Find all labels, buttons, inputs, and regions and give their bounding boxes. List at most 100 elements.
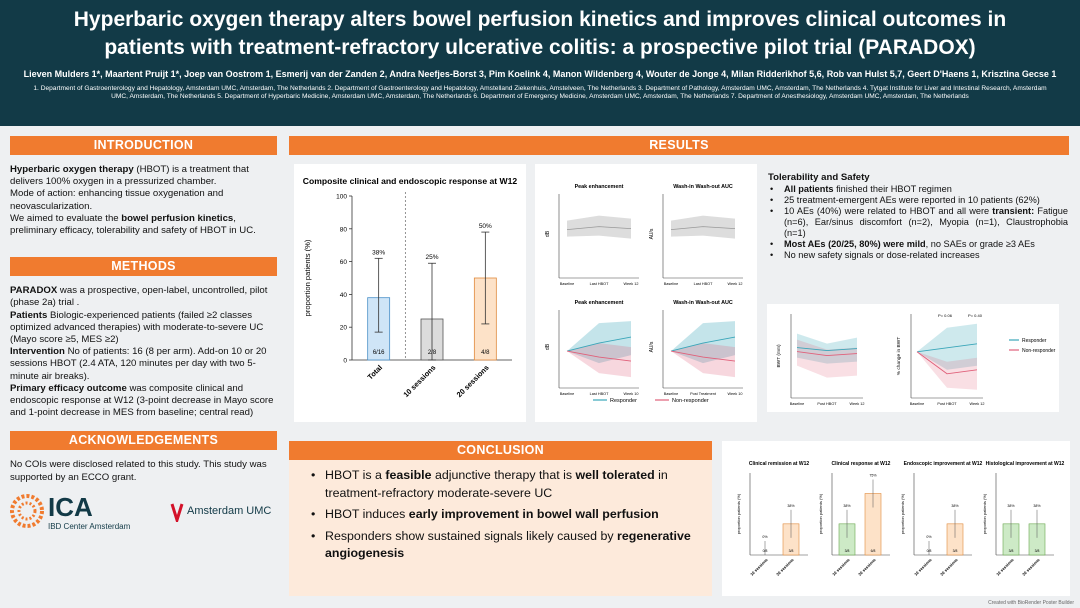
y-tick-label: 100: [336, 194, 347, 201]
secondary-outcomes-bar-charts: Clinical remission at W12 proportion pati…: [736, 461, 1065, 577]
x-tick-label: 10 sessions: [995, 557, 1015, 577]
x-tick-label: 20 sessions: [939, 557, 959, 577]
chart-title: Composite clinical and endoscopic respon…: [303, 176, 518, 186]
value-label: 38%: [372, 249, 385, 256]
tolerability-block: Tolerability and Safety All patients fin…: [768, 172, 1068, 261]
title-line-1: Hyperbaric oxygen therapy alters bowel p…: [73, 8, 1007, 31]
concl-3a: Responders show sustained signals likely…: [325, 528, 618, 543]
count-label: 6/16: [373, 350, 385, 356]
nonresponder-band: [917, 351, 977, 390]
panel-title: Clinical response at W12: [832, 461, 891, 467]
tol-item-4-bold: Most AEs (20/25, 80%) were mild: [784, 239, 926, 249]
x-tick-label: 20 sessions: [775, 557, 795, 577]
methods-bold-paradox: PARADOX: [10, 285, 58, 297]
tol-item-3-detail: Fatigue (n=6), Ear/sinus discomfort (n=2…: [784, 206, 1068, 238]
methods-bold-outcome: Primary efficacy outcome: [10, 382, 127, 394]
panel-y-label: proportion patients (%): [736, 493, 741, 534]
tolerability-title: Tolerability and Safety: [768, 172, 870, 183]
conclusion-item-2: HBOT induces early improvement in bowel …: [309, 506, 698, 524]
panel-y-label: proportion patients (%): [900, 493, 905, 534]
count-label: 3/8: [1035, 549, 1040, 553]
y-tick-label: 60: [340, 259, 348, 266]
legend-responder-label: Responder: [610, 398, 637, 404]
panel-title: Endoscopic improvement at W12: [904, 461, 983, 467]
methods-m1: was a prospective, open-label, uncontrol…: [10, 285, 268, 309]
responder-line: [670, 336, 736, 352]
methods-text: PARADOX was a prospective, open-label, u…: [10, 285, 277, 419]
intro-p3a: We aimed to evaluate the: [10, 212, 122, 224]
panel-title: Peak enhancement: [575, 300, 624, 306]
results-section: RESULTS: [289, 136, 1069, 155]
responder-line: [796, 347, 858, 352]
concl-1a: HBOT is a: [325, 468, 386, 482]
count-label: 0/8: [763, 549, 768, 553]
mean-line: [670, 226, 736, 230]
confidence-band: [671, 215, 735, 239]
panel-x-tick: Week 10: [728, 392, 743, 396]
panel-y-label: BWT (mm): [776, 344, 782, 367]
panel-x-tick: Baseline: [664, 282, 679, 286]
nonresponder-line: [916, 351, 978, 375]
affiliations: 1. Department of Gastroenterology and He…: [33, 85, 1047, 101]
value-label: 38%: [787, 504, 795, 508]
intro-text: Hyperbaric oxygen therapy (HBOT) is a tr…: [10, 164, 277, 237]
responder-band: [671, 321, 735, 364]
responder-band: [797, 333, 857, 364]
panel-x-tick: Week 12: [850, 402, 865, 406]
tol-item-1-text: finished their HBOT regimen: [833, 184, 952, 194]
ica-logo-text: ICA: [48, 491, 93, 522]
panel-x-tick: Baseline: [560, 282, 575, 286]
tol-item-2: 25 treatment-emergent AEs were reported …: [768, 195, 1068, 206]
nonresponder-band: [567, 343, 631, 378]
responder-band: [567, 321, 631, 364]
panel-x-tick: Baseline: [790, 402, 805, 406]
panel-y-label: AU/s: [649, 341, 655, 352]
value-label: 38%: [1007, 504, 1015, 508]
y-tick-label: 80: [340, 226, 348, 233]
x-tick-label: 10 sessions: [913, 557, 933, 577]
count-label: 3/8: [1009, 549, 1014, 553]
x-tick-label: Total: [366, 363, 384, 381]
tolerability-list: All patients finished their HBOT regimen…: [768, 184, 1068, 261]
panel-y-label: proportion patients (%): [818, 493, 823, 534]
conclusion-item-1: HBOT is a feasible adjunctive therapy th…: [309, 467, 698, 502]
footer-credit: Created with BioRender Poster Builder: [988, 600, 1074, 606]
x-tick-label: 10 sessions: [831, 557, 851, 577]
count-label: 4/8: [481, 350, 490, 356]
concl-2a: HBOT induces: [325, 507, 409, 521]
poster-header: Hyperbaric oxygen therapy alters bowel p…: [0, 0, 1080, 126]
x-tick-label: 10 sessions: [749, 557, 769, 577]
tol-item-3-text: 10 AEs (40%) were related to HBOT and al…: [784, 206, 993, 216]
methods-m2: Biologic-experienced patients (failed ≥2…: [10, 309, 264, 346]
panel-y-label: AU/s: [649, 228, 655, 239]
y-tick-label: 40: [340, 292, 348, 299]
value-label: 50%: [479, 223, 492, 230]
value-label: 25%: [425, 254, 438, 261]
nonresponder-line: [796, 351, 858, 357]
panel-x-tick: Last HBOT: [694, 282, 713, 286]
concl-1b: adjunctive therapy that is: [431, 468, 576, 482]
x-tick-label: 20 sessions: [455, 363, 491, 399]
tol-item-1-bold: All patients: [784, 184, 834, 194]
panel-x-tick: Week 12: [728, 282, 743, 286]
tol-item-2-text: 25 treatment-emergent AEs were reported …: [784, 195, 1040, 205]
value-label: 38%: [1033, 504, 1041, 508]
results-heading: RESULTS: [289, 136, 1069, 155]
methods-m3: No of patients: 16 (8 per arm). Add-on 1…: [10, 346, 267, 382]
concl-3-bold: regenerative angiogenesis: [325, 528, 691, 561]
panel-title: Peak enhancement: [575, 184, 624, 190]
ica-logo-icon: [10, 493, 44, 528]
intro-bold-hbot: Hyperbaric oxygen therapy: [10, 164, 134, 175]
tol-item-3: 10 AEs (40%) were related to HBOT and al…: [768, 206, 1068, 239]
tol-item-5: No new safety signals or dose-related in…: [768, 250, 1068, 261]
concl-1-bold-tolerated: well tolerated: [575, 468, 655, 482]
value-label: 38%: [951, 504, 959, 508]
panel-x-tick: Week 12: [624, 282, 639, 286]
x-tick-label: 10 sessions: [401, 363, 437, 399]
concl-1-bold-feasible: feasible: [385, 468, 432, 482]
methods-m4: was composite clinical and endoscopic re…: [10, 382, 274, 419]
mean-line: [566, 226, 632, 230]
ack-text: No COIs were disclosed related to this s…: [10, 459, 267, 483]
methods-bold-patients: Patients: [10, 309, 48, 321]
conclusion-list: HBOT is a feasible adjunctive therapy th…: [309, 467, 698, 563]
